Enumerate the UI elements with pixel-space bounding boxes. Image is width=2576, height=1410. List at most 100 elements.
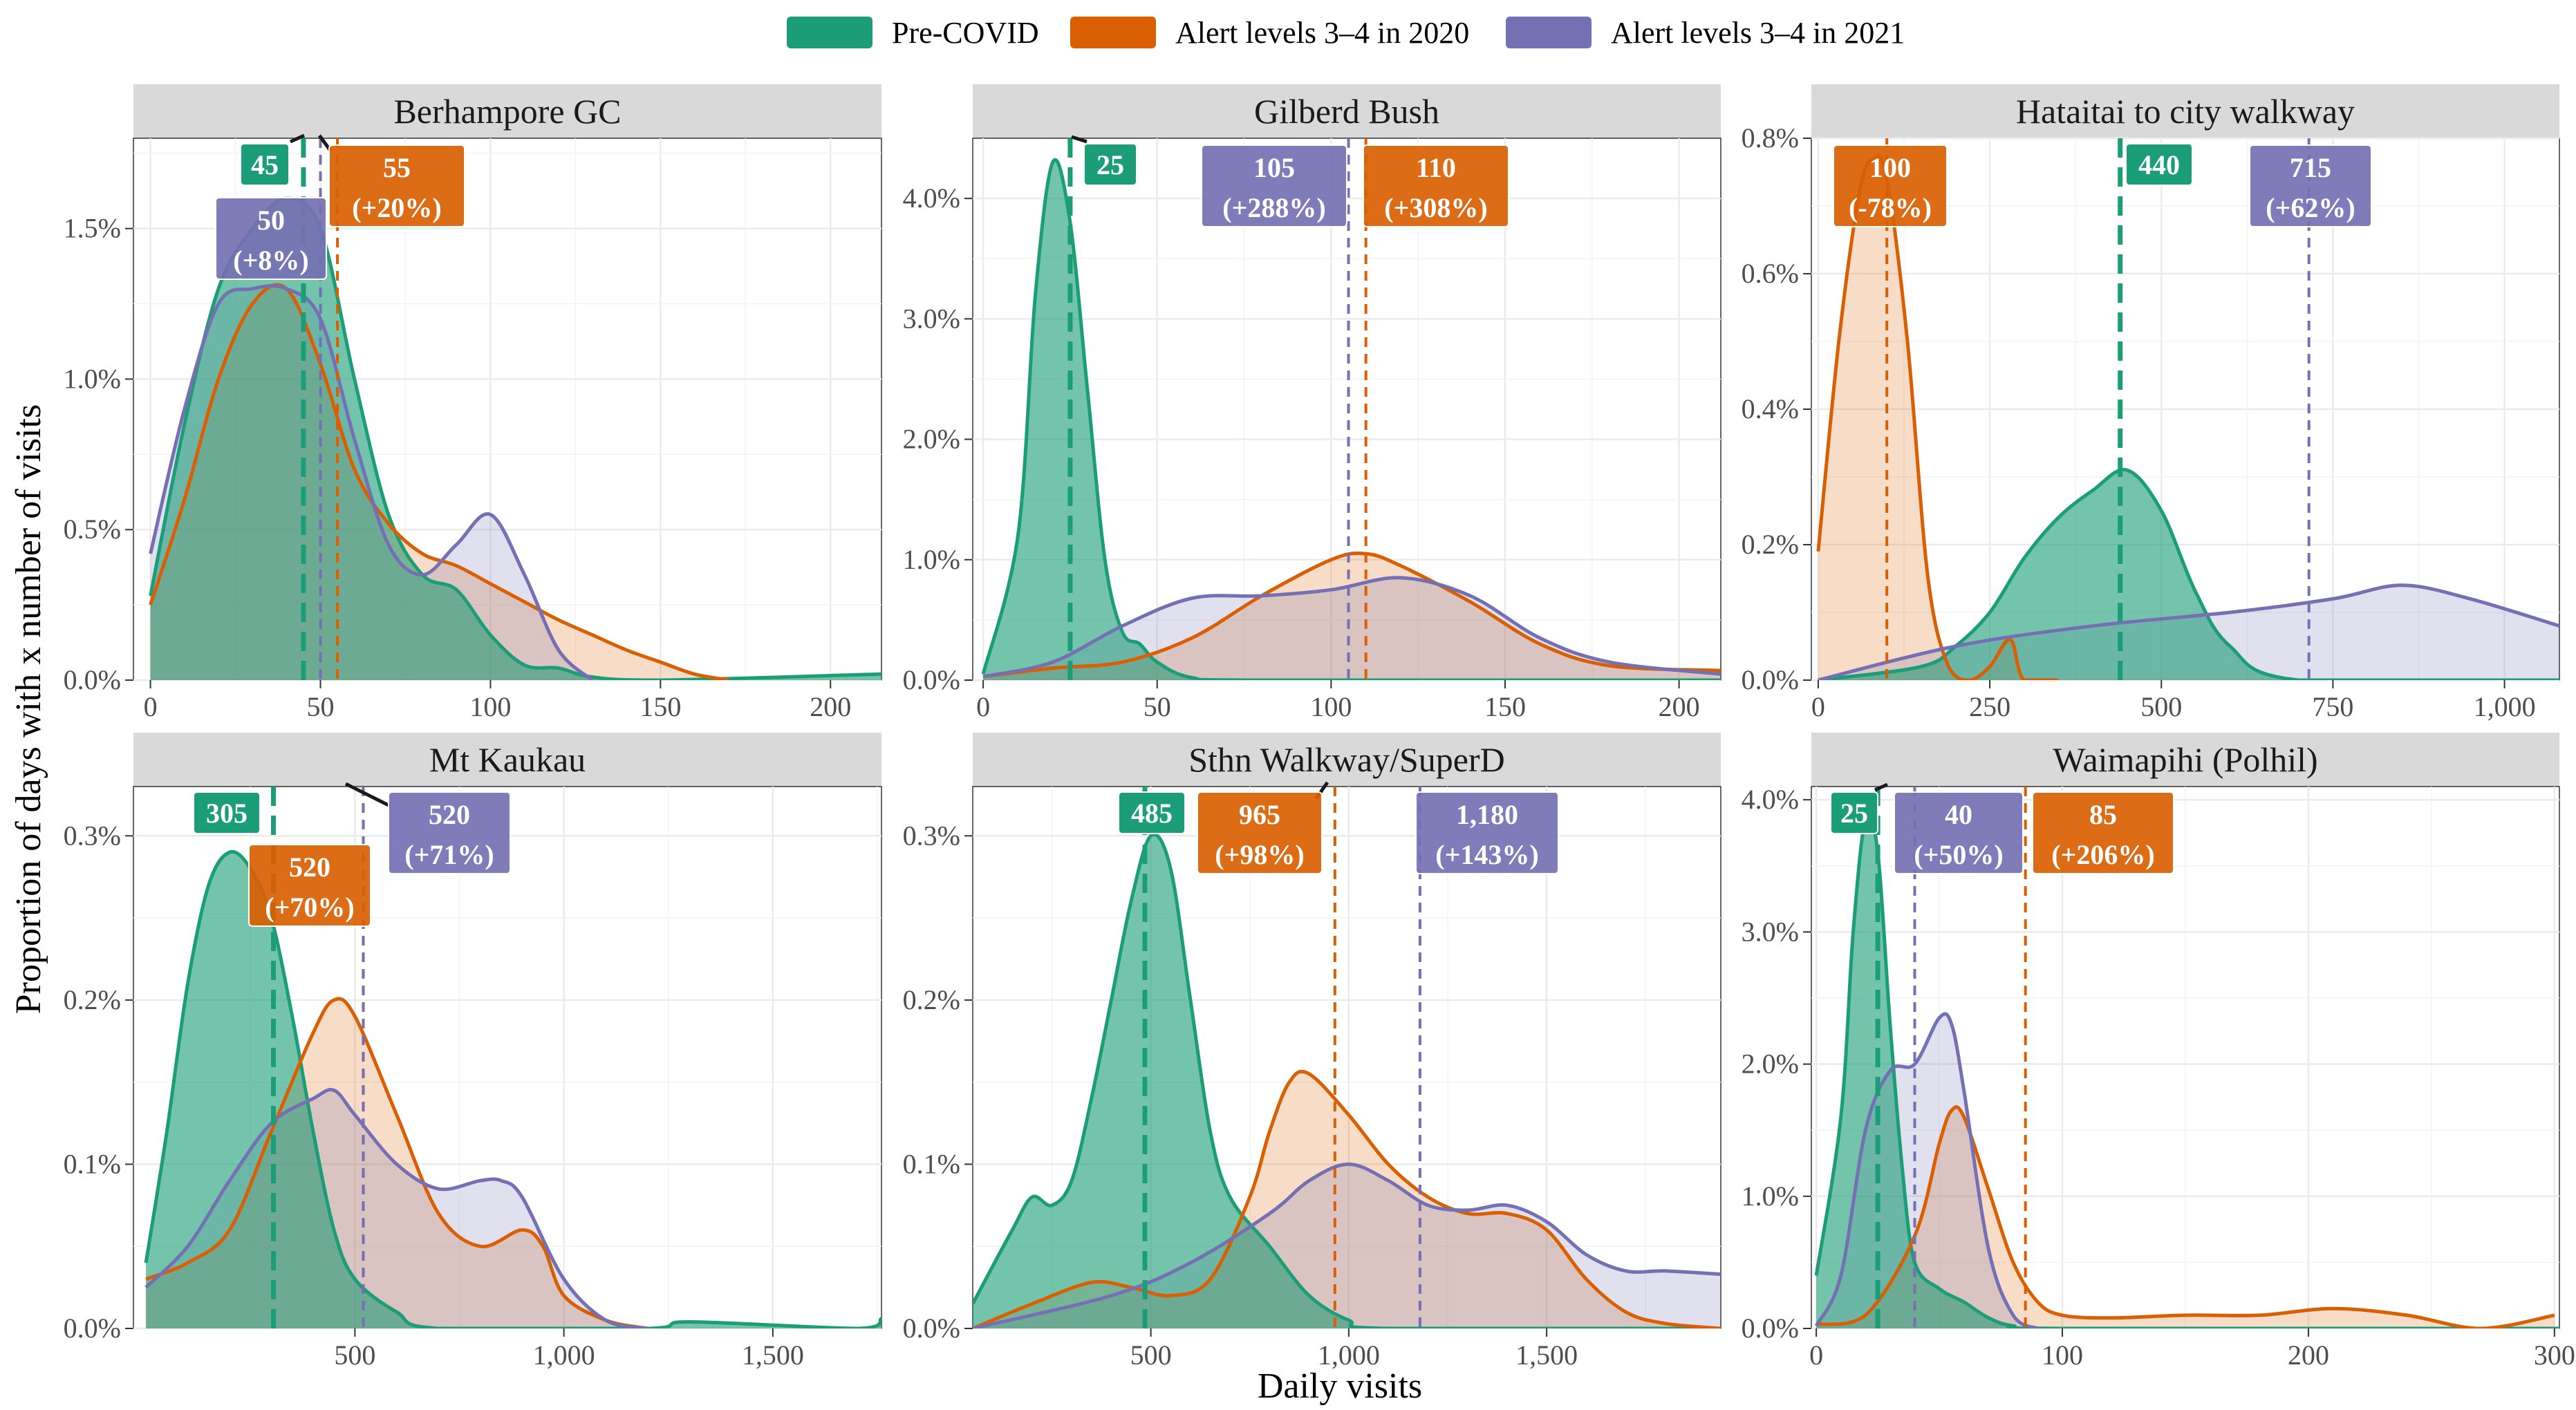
y-tick-label: 3.0% [903,303,960,334]
median-value: 485 [1131,798,1173,829]
label-connector [289,133,306,144]
series-group [973,787,1721,1328]
x-tick-label: 200 [2288,1340,2329,1371]
label-connector [1071,135,1088,144]
axes: 500 1,000 1,500 0.0% 0.1% 0.2% 0.3% [903,820,1578,1371]
y-tick-label: 0.6% [1742,258,1799,289]
panel-strip [1811,733,2559,787]
median-value: 55 [383,152,411,183]
median-label-box [1083,143,1137,186]
x-tick-label: 500 [1130,1340,1172,1371]
median-label-pre-covid: 485 [1118,791,1186,834]
panel-sthn-walkway-superd: Sthn Walkway/SuperD 485 965 (+98%) 1,180 (+14… [903,733,1721,1371]
x-tick-label: 1,000 [533,1340,595,1371]
y-tick-label: 2.0% [903,424,960,455]
median-value: 100 [1869,152,1911,183]
legend-label: Alert levels 3–4 in 2020 [1175,16,1469,50]
panel-waimapihi-polhil: Waimapihi (Polhil) 25 40 (+50%) 85 (+206%) 0 10… [1742,733,2575,1371]
x-tick-label: 300 [2534,1340,2575,1371]
axes: 0 50 100 150 200 0.0% 1.0% 2.0% 3.0% 4.0% [903,182,1700,722]
density-line-alert-levels-3-4-in-2021 [973,1162,1721,1328]
y-tick-label: 1.0% [64,363,121,394]
panel-gilberd-bush: Gilberd Bush 25 105 (+288%) 110 (+308%) 0 50 100… [903,84,1721,722]
median-change: (+71%) [404,839,494,870]
y-tick-label: 0.0% [64,1313,121,1344]
y-axis-title: Proportion of days with x number of visi… [9,404,48,1015]
y-tick-label: 4.0% [1742,784,1799,815]
y-tick-label: 0.0% [64,664,121,695]
panel-strip [133,84,881,138]
density-line-pre-covid [973,833,1721,1328]
median-label-box [1830,791,1878,834]
y-tick-label: 0.5% [64,514,121,545]
y-tick-label: 0.2% [1742,529,1799,560]
y-tick-label: 0.3% [64,820,121,851]
density-line-alert-levels-3-4-in-2021 [1818,583,2559,680]
x-tick-label: 1,000 [1318,1340,1380,1371]
density-line-alert-levels-3-4-in-2020 [149,283,729,680]
median-label-alert-levels-3-4-in-2021: 715 (+62%) [2249,144,2372,227]
y-tick-label: 0.0% [903,1313,960,1344]
median-change: (+206%) [2051,839,2154,870]
x-tick-label: 50 [1144,691,1171,722]
legend: Pre-COVID Alert levels 3–4 in 2020 Alert l… [787,16,1905,50]
median-label-box [388,791,511,874]
density-area-emphasis-pre-covid [1818,469,2559,680]
y-tick-label: 0.0% [1742,1313,1799,1344]
x-tick-label: 1,500 [742,1340,804,1371]
x-tick-label: 1,000 [2474,691,2536,722]
median-value: 50 [257,205,285,236]
density-area-emphasis-pre-covid [146,852,881,1328]
x-tick-label: 250 [1969,691,2010,722]
median-change: (-78%) [1849,192,1932,223]
y-tick-label: 4.0% [903,182,960,214]
median-value: 965 [1239,799,1280,830]
median-label-pre-covid: 305 [193,791,261,834]
median-label-box [1197,791,1323,874]
median-label-box [193,791,261,834]
median-change: (+288%) [1222,192,1325,223]
median-label-box [2032,791,2174,874]
median-value: 440 [2138,149,2180,180]
x-axis-title: Daily visits [1258,1366,1422,1406]
median-label-box [1415,791,1559,874]
series-group [149,138,881,680]
density-area-alert-levels-3-4-in-2020 [973,1071,1721,1328]
median-label-box [2249,144,2372,227]
legend-swatch [1506,17,1592,48]
x-tick-label: 100 [1310,691,1352,722]
median-label-box [1894,791,2024,874]
median-label-pre-covid: 440 [2125,143,2193,186]
median-label-pre-covid: 25 [1830,791,1878,834]
y-tick-label: 2.0% [1742,1049,1799,1080]
median-label-alert-levels-3-4-in-2020: 55 (+20%) [328,144,465,227]
density-area-alert-levels-3-4-in-2020 [1816,1107,2555,1328]
median-label-alert-levels-3-4-in-2020: 85 (+206%) [2032,791,2174,874]
density-line-alert-levels-3-4-in-2020 [1816,154,2059,680]
panel-title: Gilberd Bush [1254,92,1439,131]
panel-strip [133,733,881,787]
legend-item-alert-levels-3-4-in-2021: Alert levels 3–4 in 2021 [1506,16,1905,50]
median-label-alert-levels-3-4-in-2021: 1,180 (+143%) [1415,791,1559,874]
axes: 500 1,000 1,500 0.0% 0.1% 0.2% 0.3% [64,820,804,1371]
median-value: 40 [1945,799,1972,830]
density-area-emphasis-pre-covid [973,834,1721,1328]
density-line-pre-covid [144,849,881,1328]
axes: 0 50 100 150 200 0.0% 0.5% 1.0% 1.5% [64,213,852,722]
density-line-alert-levels-3-4-in-2020 [1816,1105,2555,1328]
axes: 0 100 200 300 0.0% 1.0% 2.0% 3.0% 4.0% [1742,784,2575,1371]
density-area-emphasis-pre-covid [150,198,881,680]
axes: 0 250 500 750 1,000 0.0% 0.2% 0.4% 0.6% 0.8% [1742,122,2536,722]
panel-title: Hataitai to city walkway [2016,92,2355,131]
median-change: (+50%) [1914,839,2003,870]
y-tick-label: 0.1% [903,1148,960,1179]
series-group [981,138,1721,680]
median-value: 520 [429,799,470,830]
density-area-alert-levels-3-4-in-2020 [1818,156,2059,680]
density-line-alert-levels-3-4-in-2020 [145,997,648,1328]
x-tick-label: 1,500 [1515,1340,1578,1371]
series-group [1814,787,2559,1328]
median-label-box [248,844,371,927]
median-label-box [215,197,327,280]
